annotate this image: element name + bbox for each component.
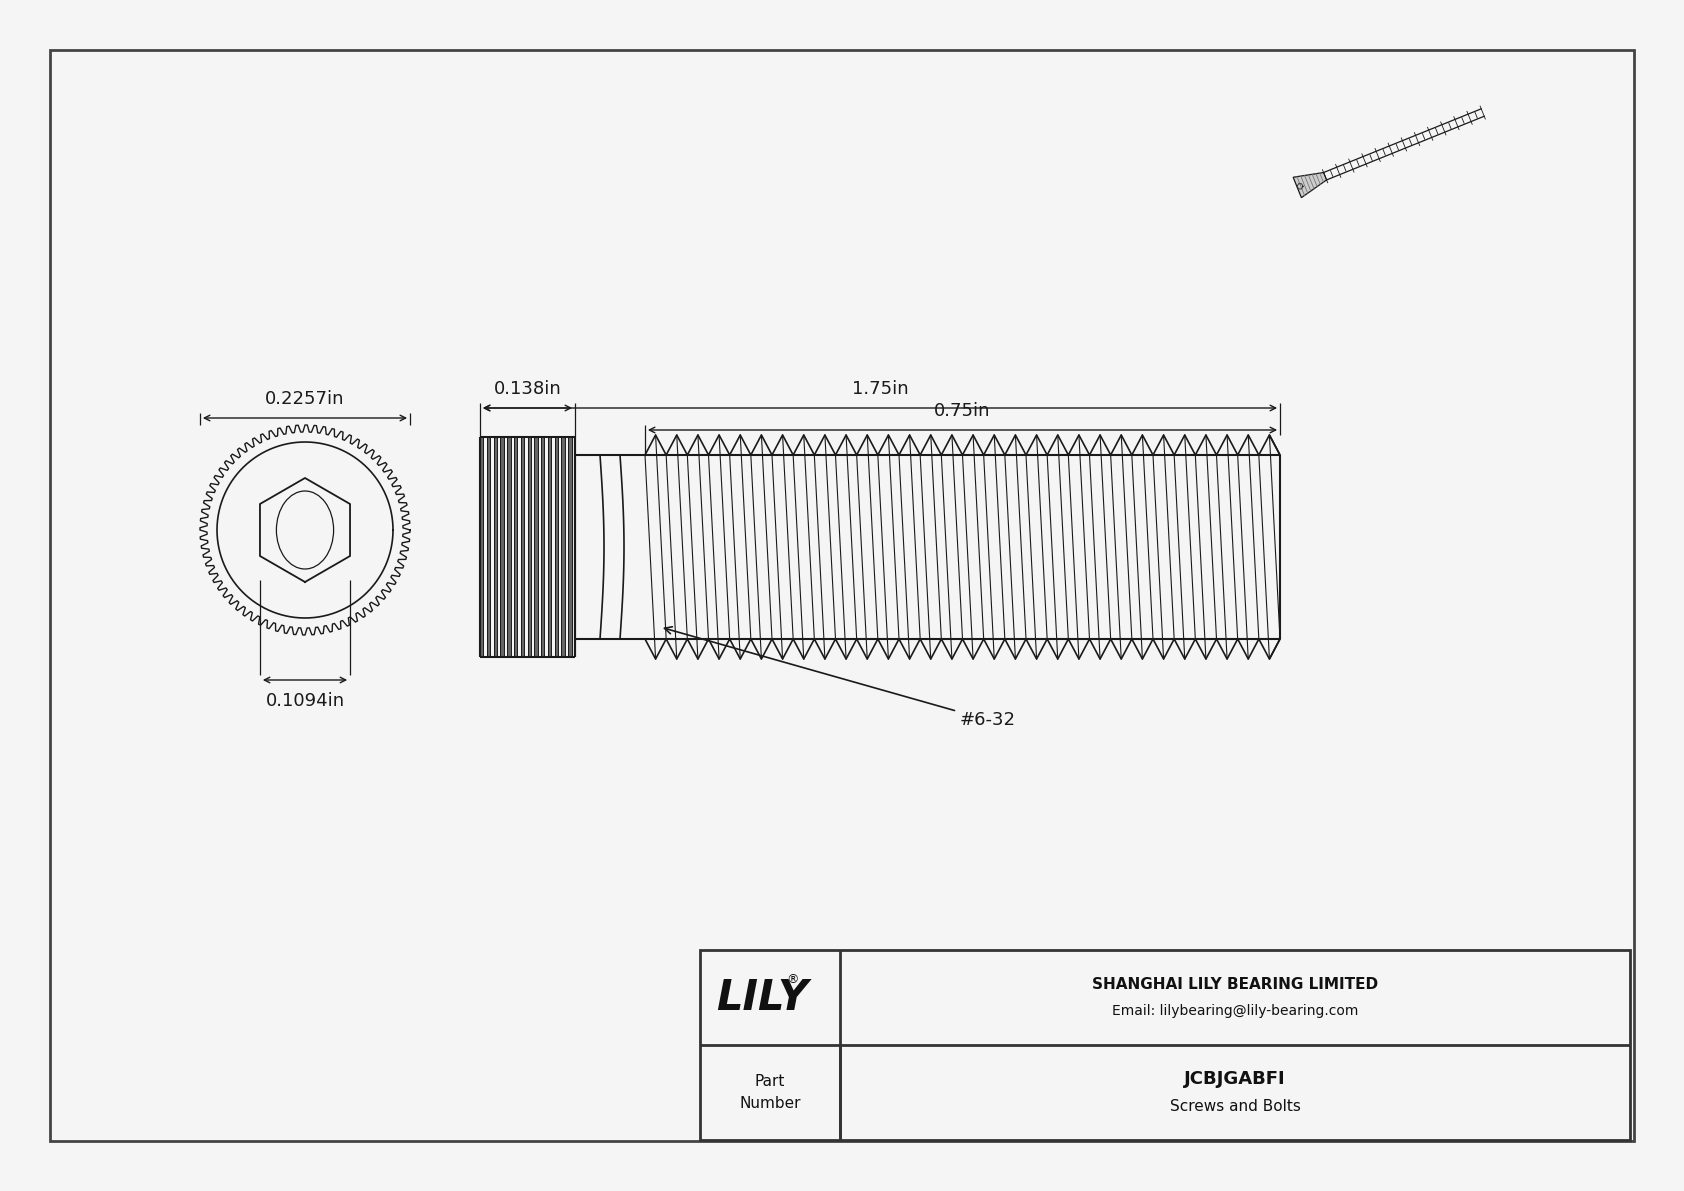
Text: Part
Number: Part Number <box>739 1074 802 1110</box>
Bar <box>547 437 551 657</box>
Text: SHANGHAI LILY BEARING LIMITED: SHANGHAI LILY BEARING LIMITED <box>1091 977 1378 992</box>
Text: Screws and Bolts: Screws and Bolts <box>1170 1099 1300 1114</box>
Bar <box>701 950 1630 1140</box>
Bar <box>561 437 564 657</box>
Bar <box>500 437 504 657</box>
Bar <box>487 437 490 657</box>
Bar <box>554 437 557 657</box>
Text: LILY: LILY <box>716 977 808 1018</box>
Bar <box>527 437 530 657</box>
Bar <box>514 437 517 657</box>
Text: 0.75in: 0.75in <box>935 403 990 420</box>
Text: 0.1094in: 0.1094in <box>266 692 345 710</box>
Text: Email: lilybearing@lily-bearing.com: Email: lilybearing@lily-bearing.com <box>1111 1004 1359 1018</box>
Text: 0.138in: 0.138in <box>493 380 561 398</box>
Bar <box>493 437 497 657</box>
Text: 1.75in: 1.75in <box>852 380 908 398</box>
Bar <box>534 437 537 657</box>
Bar <box>480 437 483 657</box>
Bar <box>507 437 510 657</box>
Text: 0.2257in: 0.2257in <box>266 389 345 409</box>
Polygon shape <box>1293 173 1327 198</box>
Bar <box>520 437 524 657</box>
Text: #6-32: #6-32 <box>665 626 1015 729</box>
Text: ®: ® <box>786 973 798 986</box>
Text: JCBJGABFI: JCBJGABFI <box>1184 1071 1287 1089</box>
Bar <box>568 437 571 657</box>
Bar <box>541 437 544 657</box>
